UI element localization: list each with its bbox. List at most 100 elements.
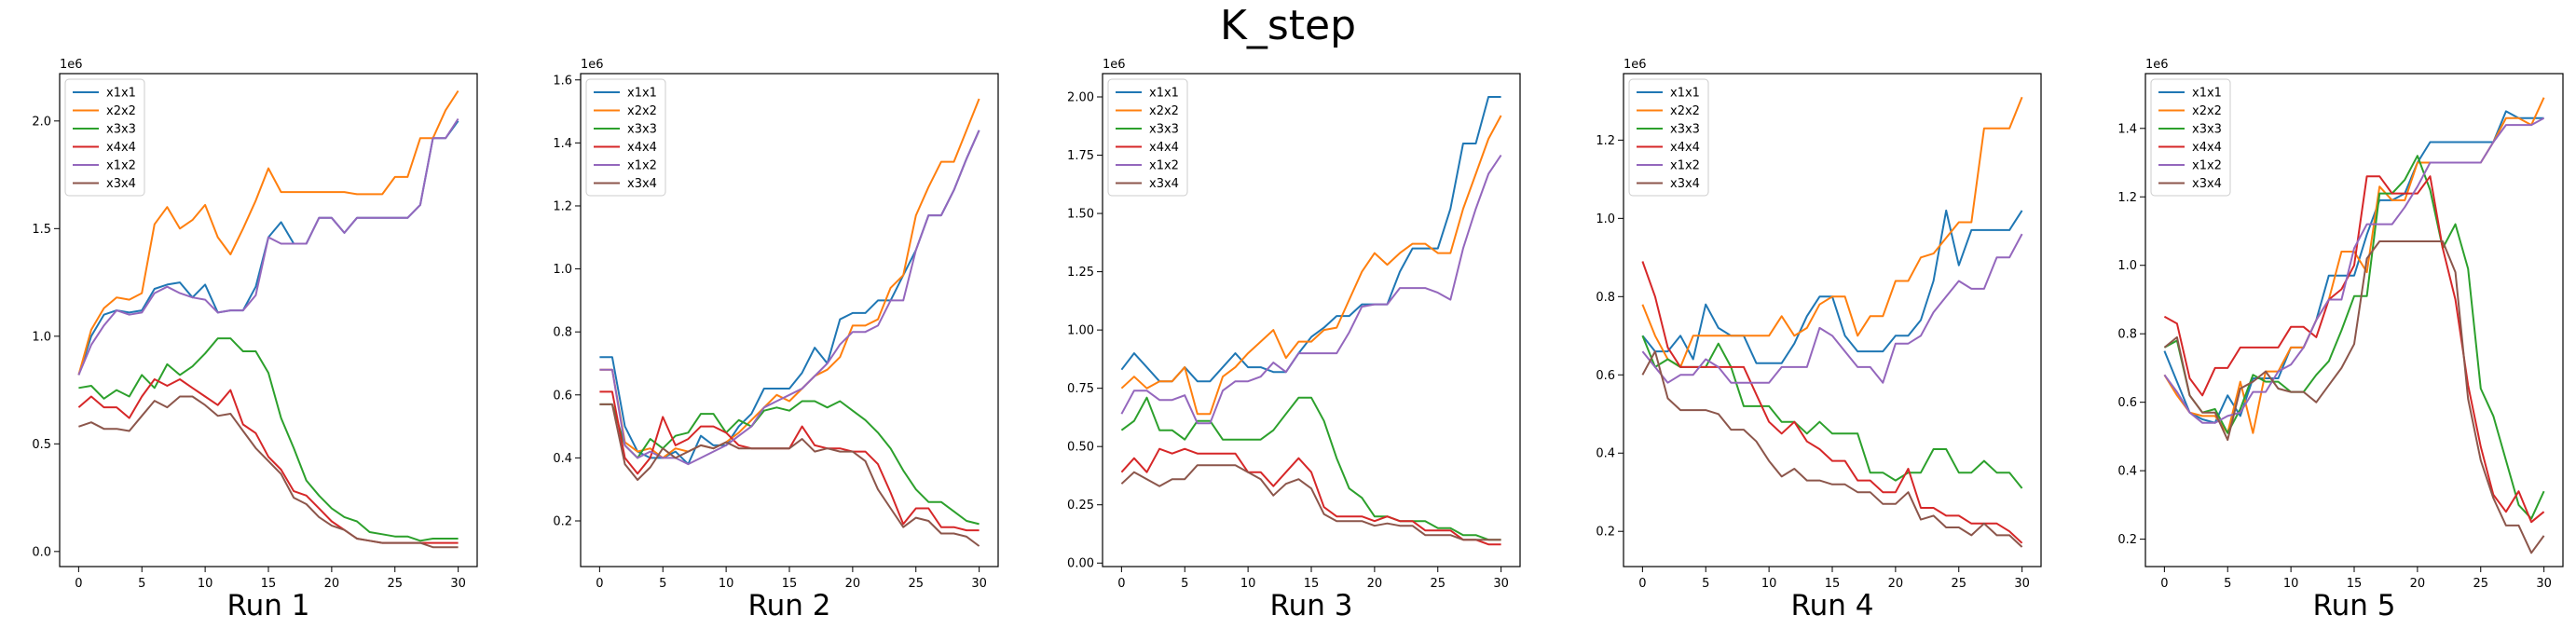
y-tick-label: 0.2 <box>553 514 572 528</box>
x-tick-label: 5 <box>1181 577 1188 591</box>
x-tick-label: 30 <box>2014 577 2030 591</box>
series-line-x3x4 <box>2163 240 2545 554</box>
x-tick-label: 25 <box>387 577 403 591</box>
legend-box <box>1107 78 1188 197</box>
x-tick-label: 25 <box>1951 577 1966 591</box>
series-line-x2x2 <box>77 89 459 376</box>
x-tick-label: 10 <box>719 577 734 591</box>
legend-label-x3x4: x3x4 <box>1149 177 1179 191</box>
x-tick-label: 15 <box>1304 577 1320 591</box>
y-tick-label: 0.4 <box>2117 465 2137 479</box>
y-tick-label: 1.00 <box>1067 324 1094 338</box>
series-line-x3x4 <box>599 403 980 547</box>
legend-label-x4x4: x4x4 <box>106 141 136 155</box>
y-tick-label: 0.8 <box>1596 291 1615 305</box>
y-tick-label: 0.8 <box>2117 328 2137 342</box>
y-tick-label: 1.75 <box>1067 149 1094 163</box>
figure-title: K_step <box>1219 2 1357 49</box>
y-tick-label: 1.0 <box>553 263 572 277</box>
legend-label-x2x2: x2x2 <box>627 104 657 118</box>
y-tick-label: 1.2 <box>553 199 572 213</box>
subplot-run-2: 0 5 10 15 20 25 30 0.2 0.4 0.6 0.8 1.0 1.2 1.4 1.6 1e6 R… <box>553 58 999 622</box>
subplot-run-4: 0 5 10 15 20 25 30 0.2 0.4 0.6 0.8 1.0 1.2 1e6 Run 4 x1… <box>1596 58 2042 622</box>
legend-label-x1x1: x1x1 <box>1670 87 1700 101</box>
x-tick-label: 15 <box>261 577 277 591</box>
y-tick-label: 1.0 <box>1596 212 1615 226</box>
legend: x1x1 x2x2 x3x3 x4x4 x1x2 x3x4 <box>2150 78 2231 197</box>
y-tick-label: 1.4 <box>553 137 572 151</box>
legend-label-x2x2: x2x2 <box>2192 104 2222 118</box>
legend-label-x1x1: x1x1 <box>1149 87 1179 101</box>
series-line-x3x3 <box>2163 155 2545 520</box>
series-line-x3x3 <box>1641 335 2023 489</box>
x-tick-label: 10 <box>2283 577 2299 591</box>
y-tick-label: 0.6 <box>2117 396 2137 410</box>
legend-label-x3x4: x3x4 <box>106 177 136 191</box>
y-tick-label: 0.8 <box>553 326 572 340</box>
series-line-x3x4 <box>1120 464 1501 541</box>
y-tick-label: 1.0 <box>32 330 51 344</box>
x-tick-label: 15 <box>1825 577 1841 591</box>
x-tick-label: 25 <box>2473 577 2488 591</box>
x-tick-label: 0 <box>2160 577 2168 591</box>
series-line-x2x2 <box>1120 115 1502 416</box>
x-axis-label: Run 4 <box>1790 589 1873 622</box>
x-tick-label: 5 <box>659 577 666 591</box>
legend-box <box>64 78 145 197</box>
legend-label-x4x4: x4x4 <box>1670 141 1700 155</box>
x-tick-label: 10 <box>198 577 213 591</box>
series-line-x2x2 <box>1641 96 2023 368</box>
x-tick-label: 5 <box>1702 577 1709 591</box>
legend-box <box>1628 78 1709 197</box>
legend: x1x1 x2x2 x3x3 x4x4 x1x2 x3x4 <box>64 78 145 197</box>
y-tick-label: 0.4 <box>553 452 572 466</box>
series-line-x1x2 <box>77 117 459 376</box>
x-tick-label: 15 <box>2347 577 2363 591</box>
x-tick-label: 0 <box>1638 577 1646 591</box>
x-tick-label: 10 <box>1761 577 1777 591</box>
x-tick-label: 0 <box>1117 577 1125 591</box>
legend-label-x2x2: x2x2 <box>1149 104 1179 118</box>
series-line-x3x4 <box>78 395 459 549</box>
legend-label-x1x1: x1x1 <box>2192 87 2222 101</box>
y-tick-label: 0.2 <box>2117 533 2137 547</box>
y-tick-label: 0.2 <box>1596 526 1615 540</box>
y-tick-label: 1.25 <box>1067 266 1094 280</box>
legend: x1x1 x2x2 x3x3 x4x4 x1x2 x3x4 <box>585 78 666 197</box>
series-line-x1x1 <box>1641 209 2023 364</box>
y-tick-label: 1.2 <box>1596 134 1615 148</box>
legend-label-x3x3: x3x3 <box>1670 123 1700 137</box>
y-tick-label: 0.6 <box>553 389 572 403</box>
x-axis-label: Run 3 <box>1269 589 1352 622</box>
series-line-x3x3 <box>1120 396 1501 541</box>
series-line-x3x3 <box>599 400 980 526</box>
y-tick-label: 0.50 <box>1067 441 1094 455</box>
legend-label-x3x3: x3x3 <box>106 123 136 137</box>
y-scale-label: 1e6 <box>2145 58 2169 72</box>
x-tick-label: 30 <box>971 577 987 591</box>
y-tick-label: 0.25 <box>1067 499 1094 513</box>
x-tick-label: 30 <box>450 577 466 591</box>
y-tick-label: 1.0 <box>2117 259 2137 273</box>
legend: x1x1 x2x2 x3x3 x4x4 x1x2 x3x4 <box>1107 78 1188 197</box>
legend-box <box>2150 78 2231 197</box>
y-tick-label: 1.2 <box>2117 191 2137 205</box>
x-tick-label: 20 <box>324 577 340 591</box>
series-line-x1x2 <box>2163 116 2545 424</box>
series-line-x1x2 <box>1641 233 2023 384</box>
legend-label-x2x2: x2x2 <box>1670 104 1700 118</box>
legend-label-x1x2: x1x2 <box>1670 159 1700 173</box>
x-axis-label: Run 5 <box>2312 589 2395 622</box>
series-line-x4x4 <box>2163 175 2545 524</box>
legend-label-x3x4: x3x4 <box>1670 177 1700 191</box>
y-scale-label: 1e6 <box>60 58 83 72</box>
y-tick-label: 0.5 <box>32 438 51 452</box>
legend-label-x1x1: x1x1 <box>106 87 136 101</box>
x-tick-label: 30 <box>2536 577 2552 591</box>
legend-label-x2x2: x2x2 <box>106 104 136 118</box>
x-axis-label: Run 1 <box>226 589 309 622</box>
y-tick-label: 1.5 <box>32 223 51 237</box>
y-tick-label: 0.4 <box>1596 447 1615 461</box>
